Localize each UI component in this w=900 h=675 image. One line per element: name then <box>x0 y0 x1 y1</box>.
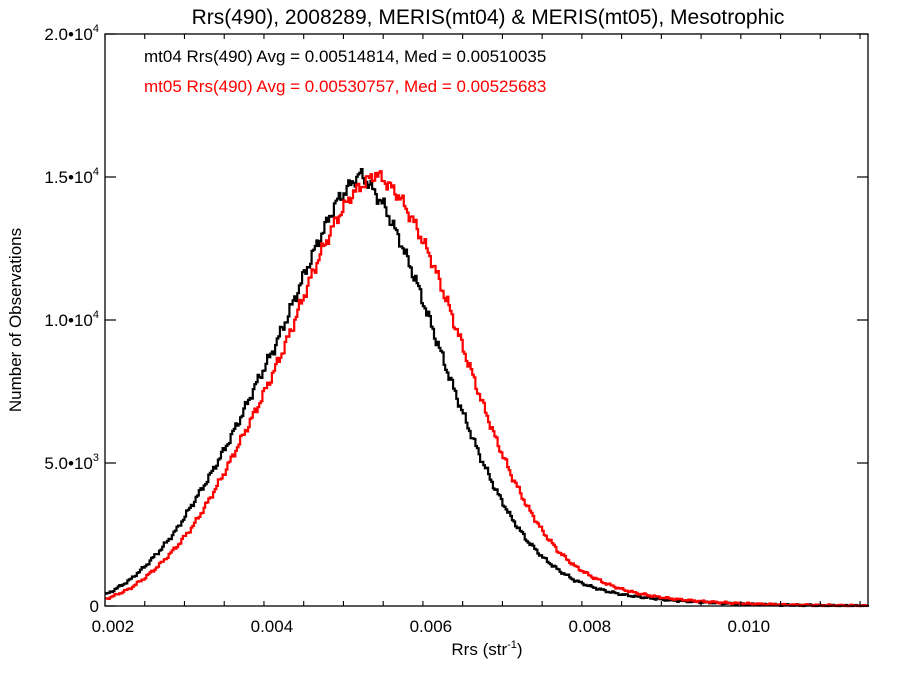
y-tick-label-exponent: 4 <box>93 23 99 35</box>
y-tick-label-base: 1.0•10 <box>44 311 93 330</box>
series-mt04-line <box>105 168 870 608</box>
annotation-mt05: mt05 Rrs(490) Avg = 0.00530757, Med = 0.… <box>144 77 546 96</box>
x-tick-label: 0.004 <box>251 617 294 636</box>
chart-title: Rrs(490), 2008289, MERIS(mt04) & MERIS(m… <box>192 6 785 29</box>
y-tick-label-base: 0 <box>90 597 99 616</box>
x-tick-label: 0.010 <box>728 617 771 636</box>
x-axis-label: Rrs (str-1) <box>451 639 522 659</box>
y-tick-label-base: 2.0•10 <box>44 25 93 44</box>
plot-frame <box>104 33 869 607</box>
y-tick-label: 2.0•104 <box>44 23 99 44</box>
y-tick-label: 1.0•104 <box>44 309 99 330</box>
y-axis-label: Number of Observations <box>6 228 25 412</box>
series-layer <box>105 168 870 608</box>
series-mt05-line <box>105 170 868 608</box>
y-tick-label-exponent: 3 <box>93 452 99 464</box>
x-tick-label: 0.002 <box>92 617 135 636</box>
y-tick-label-exponent: 4 <box>93 166 99 178</box>
y-tick-label-base: 1.5•10 <box>44 168 93 187</box>
y-tick-label: 0 <box>90 597 99 616</box>
x-axis-label-sup: -1 <box>507 639 517 651</box>
x-axis-label-main: Rrs (str <box>451 640 507 659</box>
x-tick-label: 0.006 <box>410 617 453 636</box>
x-axis-ticks: 0.002 0.004 0.006 0.008 0.010 <box>92 34 861 636</box>
y-tick-label: 1.5•104 <box>44 166 99 187</box>
y-tick-label-exponent: 4 <box>93 309 99 321</box>
x-axis-label-close: ) <box>517 640 523 659</box>
x-tick-label: 0.008 <box>569 617 612 636</box>
y-tick-label: 5.0•103 <box>44 452 99 473</box>
y-tick-label-base: 5.0•10 <box>44 454 93 473</box>
annotation-mt04: mt04 Rrs(490) Avg = 0.00514814, Med = 0.… <box>144 47 546 66</box>
